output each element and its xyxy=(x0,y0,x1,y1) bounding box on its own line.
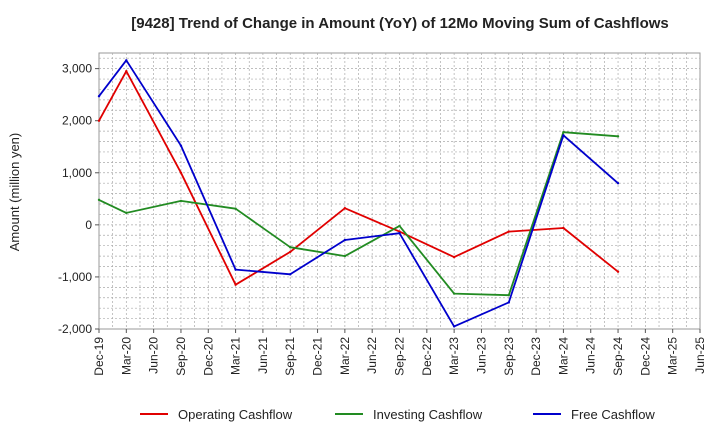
series-3-point xyxy=(343,238,347,242)
series-2-point xyxy=(398,224,401,228)
x-tick-label: Sep-20 xyxy=(174,337,188,376)
x-tick-label: Jun-21 xyxy=(256,337,270,374)
x-tick-label: Jun-22 xyxy=(365,337,379,374)
series-3-point xyxy=(616,181,620,185)
series-1-point xyxy=(562,226,565,230)
series-2-point xyxy=(125,211,128,215)
series-3-point xyxy=(97,95,101,98)
x-tick-label: Sep-23 xyxy=(502,337,516,376)
series-2-point xyxy=(97,198,101,202)
x-tick-label: Jun-23 xyxy=(474,337,488,374)
legend: Operating Cashflow Investing Cashflow Free… xyxy=(140,407,655,422)
series-3-point xyxy=(125,59,128,62)
x-tick-label: Sep-21 xyxy=(283,337,297,376)
series-3-point xyxy=(234,268,237,271)
series-1-point xyxy=(616,270,620,273)
series-3-point xyxy=(452,325,456,328)
series-1-point xyxy=(289,250,292,254)
x-tick-label: Mar-25 xyxy=(666,337,680,375)
y-axis-label: Amount (million yen) xyxy=(7,133,22,252)
series-3-point xyxy=(507,301,510,304)
series-3-point xyxy=(289,273,292,276)
series-1-point xyxy=(97,119,101,122)
x-tick-label: Jun-25 xyxy=(693,337,707,374)
series-2-point xyxy=(452,292,456,295)
legend-label-2: Investing Cashflow xyxy=(373,407,483,422)
x-tick-label: Jun-24 xyxy=(584,337,598,374)
series-1-point xyxy=(125,70,128,73)
series-2-point xyxy=(562,130,565,134)
series-2-point xyxy=(507,293,510,297)
x-tick-label: Sep-22 xyxy=(393,337,407,376)
series-2-point xyxy=(289,246,292,249)
x-tick-label: Mar-24 xyxy=(556,337,570,375)
x-tick-label: Mar-23 xyxy=(447,337,461,375)
series-2-point xyxy=(343,254,347,258)
x-tick-label: Dec-23 xyxy=(529,337,543,376)
x-tick-label: Dec-19 xyxy=(92,337,106,376)
series-3-point xyxy=(398,231,401,235)
x-tick-label: Dec-21 xyxy=(311,337,325,376)
legend-label-3: Free Cashflow xyxy=(571,407,655,422)
series-layer xyxy=(97,59,620,328)
chart-title: [9428] Trend of Change in Amount (YoY) o… xyxy=(131,15,669,32)
legend-label-1: Operating Cashflow xyxy=(178,407,293,422)
series-3-point xyxy=(562,134,565,137)
series-1-point xyxy=(234,283,237,286)
series-1-point xyxy=(507,230,510,233)
series-2-point xyxy=(616,135,620,138)
x-tick-label: Dec-24 xyxy=(638,337,652,376)
x-tick-label: Dec-20 xyxy=(201,337,215,376)
y-tick-label: 1,000 xyxy=(62,166,92,180)
series-2-point xyxy=(234,207,237,210)
x-tick-label: Mar-21 xyxy=(229,337,243,375)
series-2-point xyxy=(179,199,183,203)
x-tick-label: Mar-20 xyxy=(119,337,133,375)
series-1-point xyxy=(452,255,456,259)
y-tick-label: 3,000 xyxy=(62,62,92,76)
series-1-point xyxy=(179,171,183,174)
x-tick-label: Jun-20 xyxy=(147,337,161,374)
x-tick-label: Dec-22 xyxy=(420,337,434,376)
y-tick-label: 2,000 xyxy=(62,114,92,128)
x-tick-label: Sep-24 xyxy=(611,337,625,376)
series-3-point xyxy=(179,144,183,147)
x-tick-label: Mar-22 xyxy=(338,337,352,375)
series-1-point xyxy=(343,206,347,210)
y-tick-label: -2,000 xyxy=(58,322,92,336)
y-tick-label: -1,000 xyxy=(58,270,92,284)
y-tick-label: 0 xyxy=(85,218,92,232)
axis-layer: -2,000 -1,000 0 1,000 2,000 3,000 Dec-19 Mar-20… xyxy=(58,62,707,376)
